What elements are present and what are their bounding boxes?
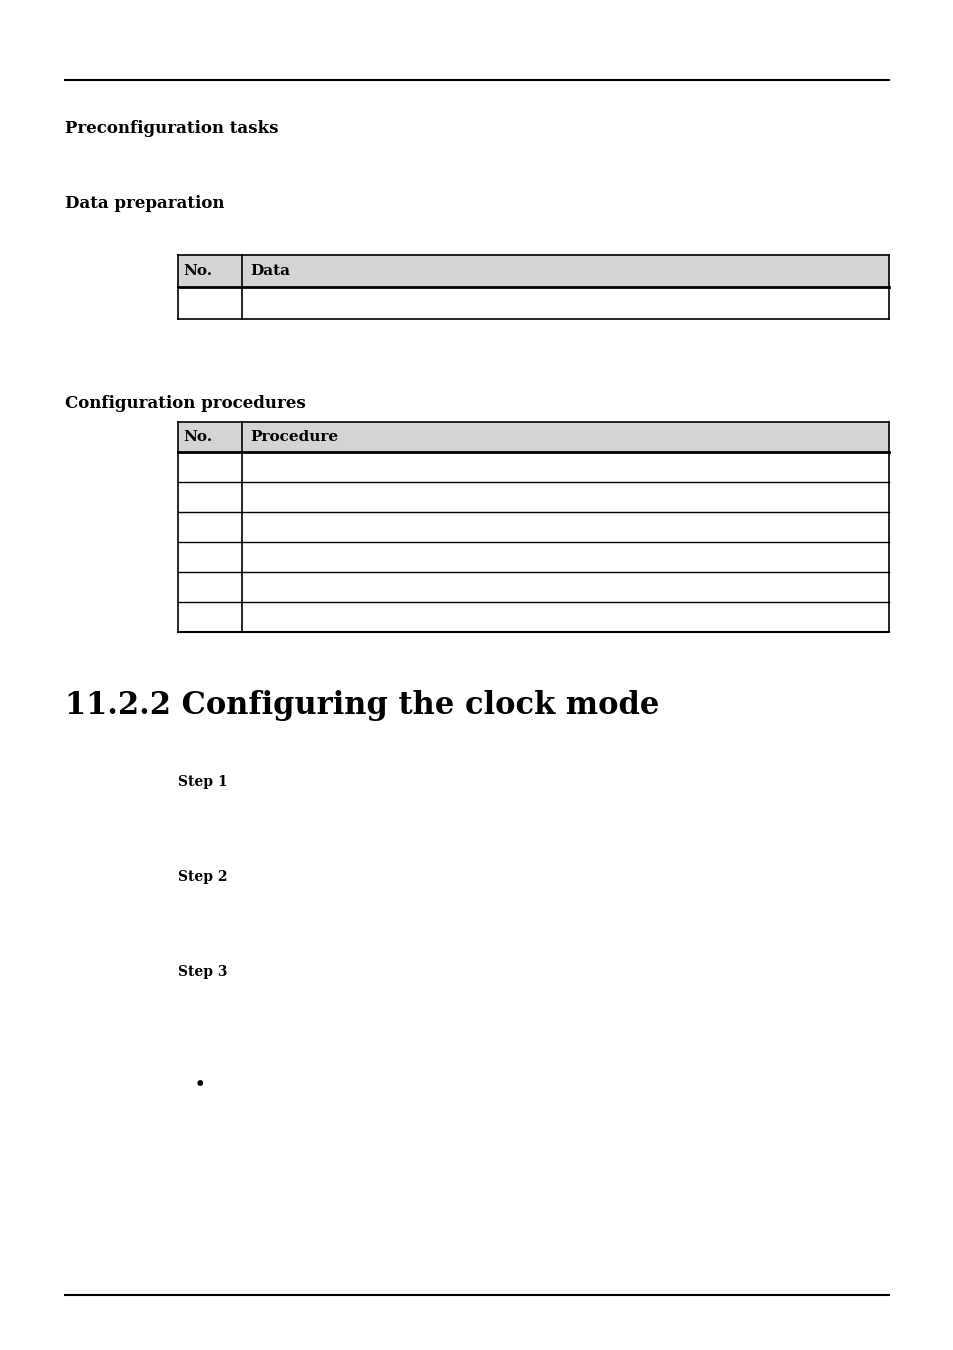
Text: Procedure: Procedure <box>250 431 337 444</box>
Bar <box>178 255 888 288</box>
Text: Step 1: Step 1 <box>178 775 228 788</box>
Bar <box>178 423 888 452</box>
Text: Data preparation: Data preparation <box>65 194 224 212</box>
Text: Step 3: Step 3 <box>178 965 227 979</box>
Text: •: • <box>194 1076 205 1094</box>
Text: Configuration procedures: Configuration procedures <box>65 396 305 412</box>
Text: 11.2.2 Configuring the clock mode: 11.2.2 Configuring the clock mode <box>65 690 659 721</box>
Text: Step 2: Step 2 <box>178 869 227 884</box>
Text: No.: No. <box>183 431 212 444</box>
Text: Preconfiguration tasks: Preconfiguration tasks <box>65 120 278 136</box>
Text: No.: No. <box>183 265 212 278</box>
Text: Data: Data <box>250 265 290 278</box>
